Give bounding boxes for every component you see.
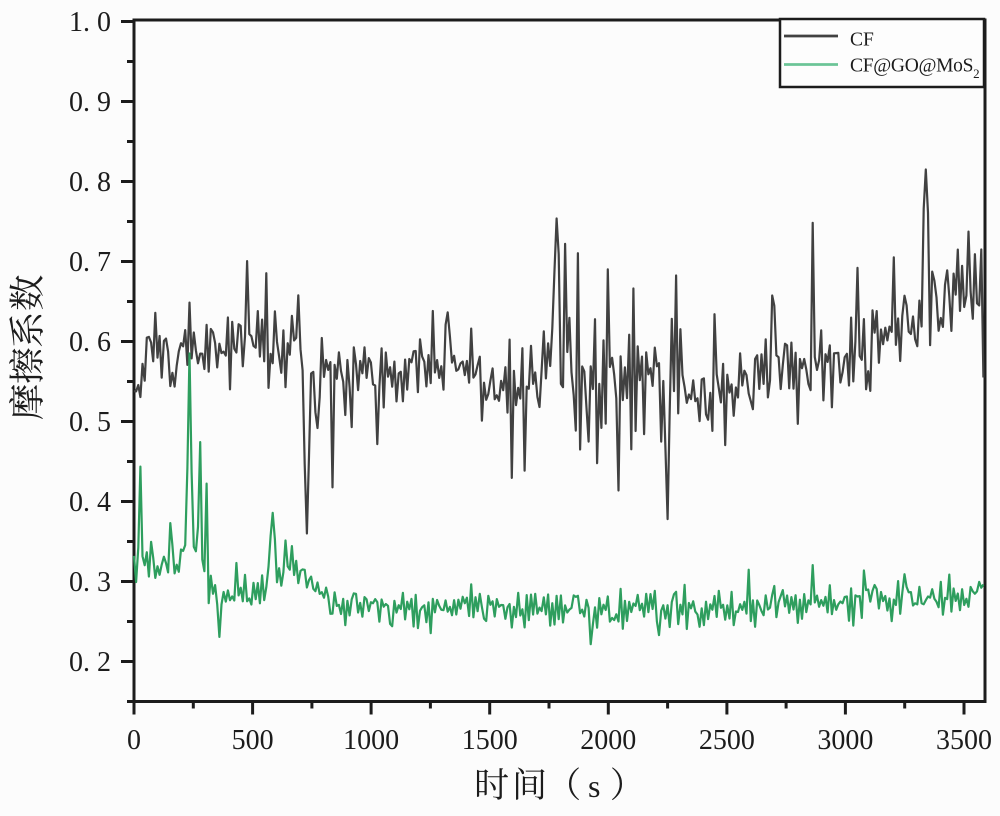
svg-text:3500: 3500 bbox=[936, 725, 992, 756]
svg-text:0. 3: 0. 3 bbox=[69, 567, 111, 598]
svg-text:2000: 2000 bbox=[580, 725, 636, 756]
svg-text:0. 6: 0. 6 bbox=[69, 327, 111, 358]
svg-text:1000: 1000 bbox=[343, 725, 399, 756]
svg-text:0. 5: 0. 5 bbox=[69, 407, 111, 438]
svg-text:0. 7: 0. 7 bbox=[69, 247, 111, 278]
svg-text:1500: 1500 bbox=[462, 725, 518, 756]
svg-text:0. 2: 0. 2 bbox=[69, 647, 111, 678]
svg-text:1. 0: 1. 0 bbox=[69, 7, 111, 38]
svg-text:CF: CF bbox=[850, 30, 874, 51]
svg-text:s: s bbox=[588, 768, 600, 804]
svg-text:0. 8: 0. 8 bbox=[69, 167, 111, 198]
svg-text:0. 9: 0. 9 bbox=[69, 87, 111, 118]
svg-text:0: 0 bbox=[127, 725, 141, 756]
svg-text:3000: 3000 bbox=[817, 725, 873, 756]
svg-text:0. 4: 0. 4 bbox=[69, 487, 111, 518]
svg-text:500: 500 bbox=[232, 725, 274, 756]
svg-text:2500: 2500 bbox=[699, 725, 755, 756]
